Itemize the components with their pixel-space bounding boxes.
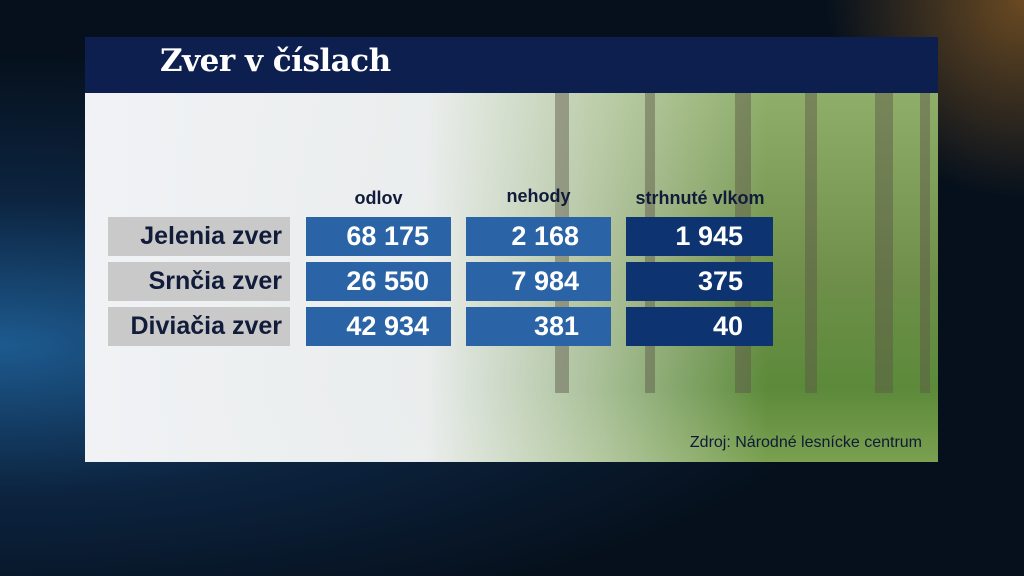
cell-diviacia-nehody: 381 — [466, 307, 611, 346]
forest-tree — [875, 93, 893, 393]
title-bar: Zver v číslach — [85, 37, 938, 93]
cell-jelenia-vlkom: 1 945 — [626, 217, 773, 256]
cell-srncia-vlkom: 375 — [626, 262, 773, 301]
cell-srncia-odlov: 26 550 — [306, 262, 451, 301]
row-label-jelenia: Jelenia zver — [108, 217, 290, 256]
row-label-diviacia: Diviačia zver — [108, 307, 290, 346]
cell-jelenia-nehody: 2 168 — [466, 217, 611, 256]
infographic-panel: Zver v číslach odlov nehody strhnuté vlk… — [85, 37, 938, 462]
row-label-srncia: Srnčia zver — [108, 262, 290, 301]
page-title: Zver v číslach — [160, 43, 391, 79]
column-header-nehody: nehody — [506, 186, 571, 206]
cell-diviacia-vlkom: 40 — [626, 307, 773, 346]
table-area: odlov nehody strhnuté vlkom Jelenia zver… — [85, 93, 938, 462]
forest-tree — [920, 93, 930, 393]
forest-tree — [805, 93, 817, 393]
cell-srncia-nehody: 7 984 — [466, 262, 611, 301]
source-note: Zdroj: Národné lesnícke centrum — [689, 434, 922, 451]
cell-diviacia-odlov: 42 934 — [306, 307, 451, 346]
cell-jelenia-odlov: 68 175 — [306, 217, 451, 256]
column-header-strhnute-vlkom: strhnuté vlkom — [635, 188, 765, 208]
column-header-odlov: odlov — [354, 188, 403, 208]
